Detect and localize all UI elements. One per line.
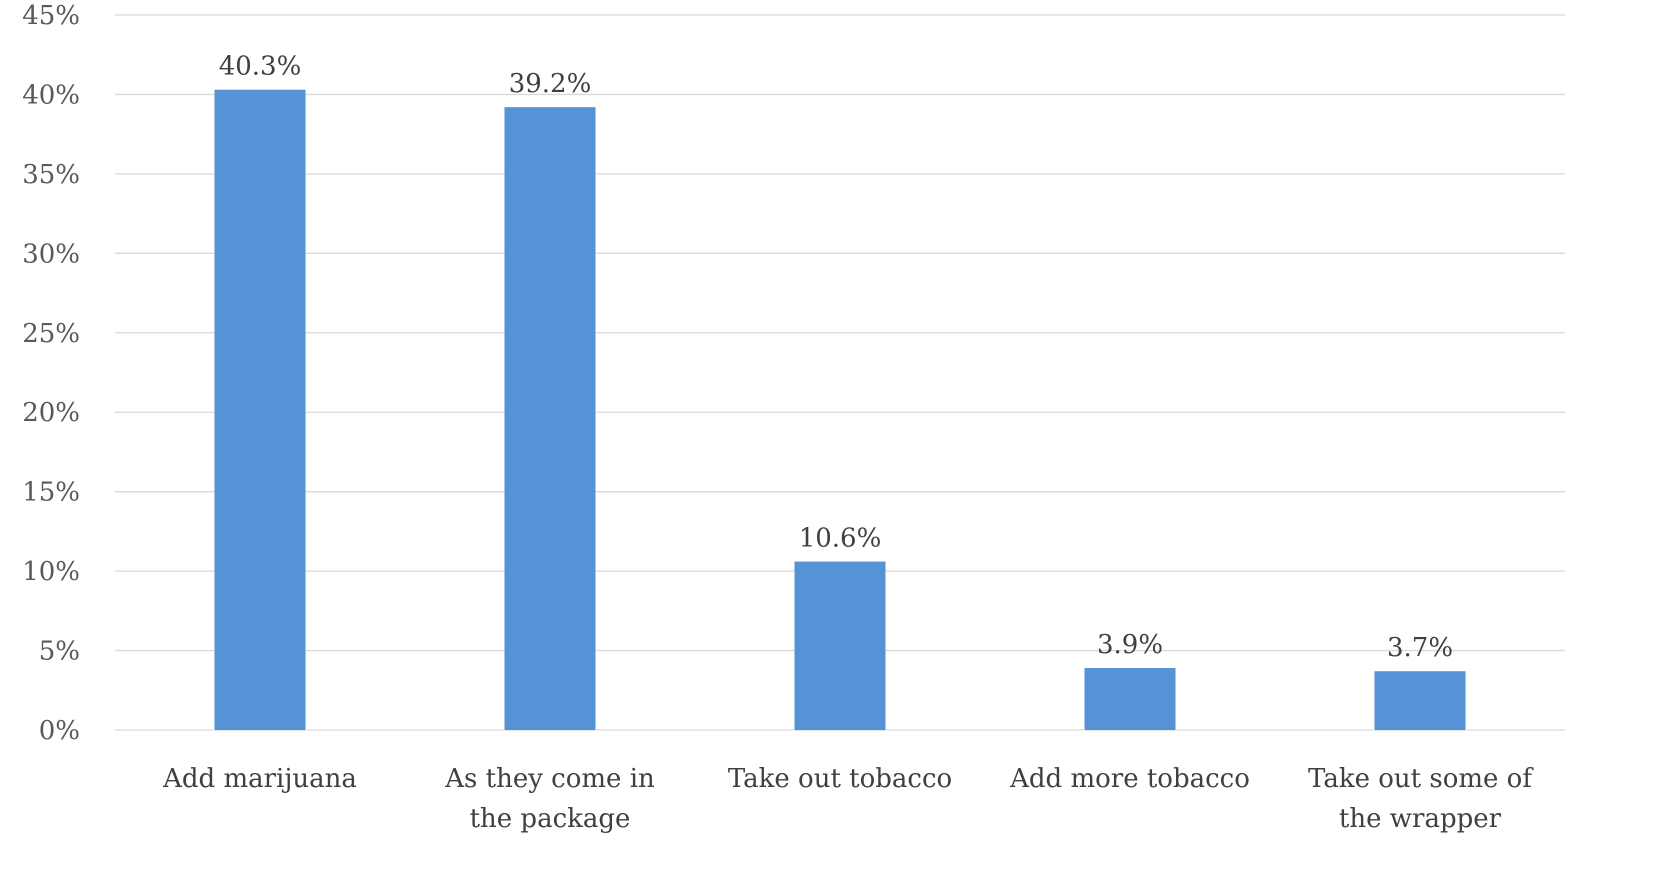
bar: [214, 89, 306, 730]
x-category-label: As they come in: [444, 764, 655, 794]
y-axis-tick-labels: 0% 5% 10% 15% 20% 25% 30% 35% 40% 45%: [22, 1, 80, 746]
bar: [504, 107, 596, 730]
data-label: 10.6%: [799, 524, 882, 554]
data-label: 40.3%: [219, 52, 302, 82]
y-tick-label: 25%: [22, 319, 80, 349]
data-label: 39.2%: [509, 69, 592, 99]
y-tick-label: 10%: [22, 557, 80, 587]
data-label: 3.7%: [1387, 633, 1453, 663]
y-tick-label: 30%: [22, 239, 80, 269]
data-labels: 40.3% 39.2% 10.6% 3.9% 3.7%: [219, 52, 1453, 664]
y-tick-label: 40%: [22, 80, 80, 110]
x-category-label: Take out tobacco: [728, 764, 952, 794]
bar: [1084, 668, 1176, 730]
y-tick-label: 20%: [22, 398, 80, 428]
x-category-label: the package: [470, 804, 631, 834]
x-category-label: Add marijuana: [162, 764, 357, 794]
x-category-label: Add more tobacco: [1009, 764, 1250, 794]
data-label: 3.9%: [1097, 630, 1163, 660]
y-tick-label: 45%: [22, 1, 80, 31]
x-category-label: the wrapper: [1339, 804, 1502, 834]
bar: [1374, 671, 1466, 730]
y-tick-label: 35%: [22, 160, 80, 190]
y-tick-label: 15%: [22, 478, 80, 508]
x-axis-category-labels: Add marijuana As they come in the package T…: [162, 764, 1534, 834]
x-category-label: Take out some of: [1308, 764, 1534, 794]
y-tick-label: 0%: [39, 716, 80, 746]
bars: [214, 89, 1466, 730]
gridlines: [115, 14, 1565, 731]
y-tick-label: 5%: [39, 637, 80, 667]
bar: [794, 561, 886, 730]
